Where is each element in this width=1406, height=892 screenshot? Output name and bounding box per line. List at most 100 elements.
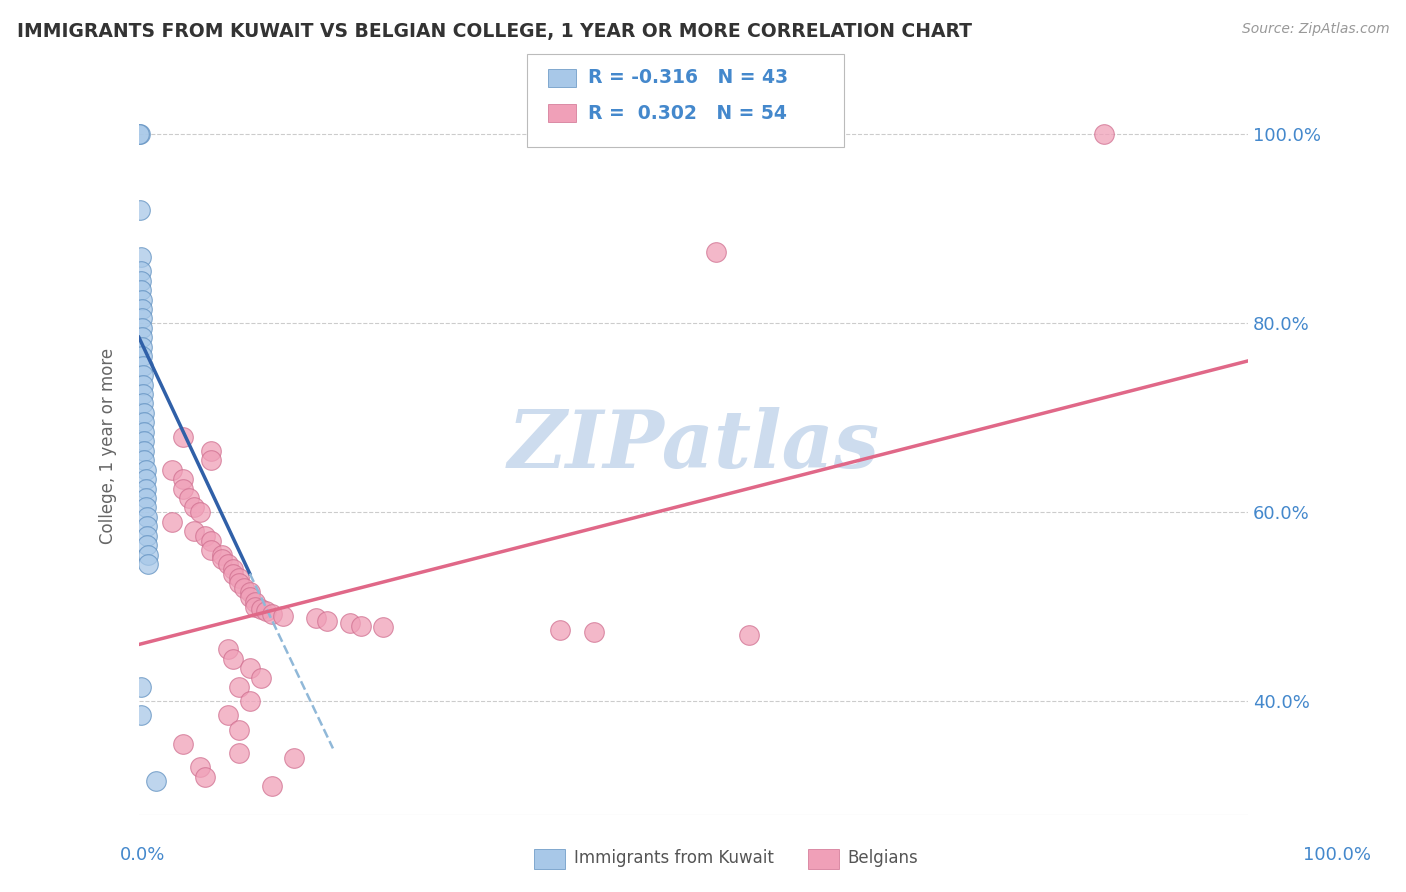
Point bbox=[194, 529, 217, 543]
Point bbox=[305, 611, 328, 625]
Point bbox=[738, 628, 761, 642]
Point bbox=[131, 301, 153, 316]
Point bbox=[129, 274, 152, 288]
Point bbox=[132, 368, 155, 383]
Point bbox=[135, 509, 157, 524]
Point bbox=[172, 482, 194, 496]
Point bbox=[129, 283, 152, 297]
Point bbox=[222, 566, 245, 581]
Point bbox=[135, 482, 157, 496]
Point bbox=[1092, 127, 1115, 141]
Point bbox=[172, 737, 194, 751]
Point bbox=[132, 396, 155, 410]
Point bbox=[211, 552, 233, 566]
Point bbox=[548, 624, 571, 638]
Point bbox=[228, 576, 250, 591]
Point bbox=[250, 671, 273, 685]
Point bbox=[134, 425, 156, 439]
Point bbox=[217, 557, 239, 571]
Point bbox=[239, 694, 262, 708]
Point bbox=[371, 620, 394, 634]
Point bbox=[222, 562, 245, 576]
Point bbox=[134, 453, 156, 467]
Point bbox=[134, 443, 156, 458]
Point bbox=[135, 462, 157, 476]
Point bbox=[222, 651, 245, 665]
Point bbox=[239, 585, 262, 599]
Point bbox=[135, 519, 157, 533]
Point bbox=[134, 406, 156, 420]
Point bbox=[136, 548, 159, 562]
Point bbox=[283, 751, 305, 765]
Point bbox=[200, 453, 222, 467]
Point bbox=[183, 500, 205, 515]
Text: ZIPatlas: ZIPatlas bbox=[508, 408, 879, 484]
Point bbox=[239, 591, 262, 605]
Point bbox=[134, 416, 156, 430]
Point bbox=[339, 615, 361, 630]
Point bbox=[228, 571, 250, 585]
Point bbox=[228, 680, 250, 694]
Text: R =  0.302   N = 54: R = 0.302 N = 54 bbox=[588, 103, 786, 123]
Point bbox=[135, 500, 157, 515]
Point bbox=[145, 774, 167, 789]
Point bbox=[131, 293, 153, 307]
Point bbox=[172, 429, 194, 443]
Point bbox=[132, 377, 155, 392]
Point bbox=[129, 127, 152, 141]
Text: Immigrants from Kuwait: Immigrants from Kuwait bbox=[574, 849, 773, 867]
Text: 100.0%: 100.0% bbox=[1303, 846, 1371, 863]
Point bbox=[131, 330, 153, 344]
Point bbox=[135, 529, 157, 543]
Point bbox=[136, 557, 159, 571]
Point bbox=[239, 661, 262, 675]
Point bbox=[217, 708, 239, 723]
Point bbox=[131, 321, 153, 335]
Point bbox=[217, 642, 239, 657]
Point bbox=[200, 543, 222, 558]
Point bbox=[245, 599, 267, 614]
Text: R = -0.316   N = 43: R = -0.316 N = 43 bbox=[588, 68, 787, 87]
Point bbox=[129, 680, 152, 694]
Point bbox=[704, 245, 727, 260]
Point bbox=[160, 462, 183, 476]
Point bbox=[350, 618, 373, 632]
Point bbox=[200, 443, 222, 458]
Point bbox=[160, 515, 183, 529]
Point bbox=[188, 760, 211, 774]
Point bbox=[135, 491, 157, 505]
Point bbox=[129, 708, 152, 723]
Point bbox=[128, 127, 150, 141]
Point bbox=[316, 614, 339, 628]
Point bbox=[250, 601, 273, 615]
Point bbox=[245, 595, 267, 609]
Y-axis label: College, 1 year or more: College, 1 year or more bbox=[100, 348, 117, 544]
Point bbox=[131, 311, 153, 326]
Point bbox=[132, 359, 155, 373]
Point bbox=[233, 581, 256, 595]
Point bbox=[188, 505, 211, 519]
Point bbox=[228, 746, 250, 760]
Point bbox=[254, 604, 277, 618]
Point bbox=[131, 349, 153, 363]
Point bbox=[260, 607, 283, 622]
Point bbox=[129, 202, 152, 217]
Text: IMMIGRANTS FROM KUWAIT VS BELGIAN COLLEGE, 1 YEAR OR MORE CORRELATION CHART: IMMIGRANTS FROM KUWAIT VS BELGIAN COLLEG… bbox=[17, 22, 972, 41]
Point bbox=[177, 491, 200, 505]
Point bbox=[183, 524, 205, 538]
Point bbox=[172, 472, 194, 486]
Text: Belgians: Belgians bbox=[848, 849, 918, 867]
Point bbox=[131, 340, 153, 354]
Point bbox=[129, 250, 152, 264]
Point bbox=[582, 625, 605, 640]
Point bbox=[194, 770, 217, 784]
Point bbox=[132, 387, 155, 401]
Point bbox=[200, 533, 222, 548]
Point bbox=[260, 779, 283, 793]
Point bbox=[228, 723, 250, 737]
Point bbox=[211, 548, 233, 562]
Point bbox=[129, 264, 152, 278]
Text: 0.0%: 0.0% bbox=[120, 846, 165, 863]
Point bbox=[271, 609, 294, 624]
Point bbox=[134, 434, 156, 449]
